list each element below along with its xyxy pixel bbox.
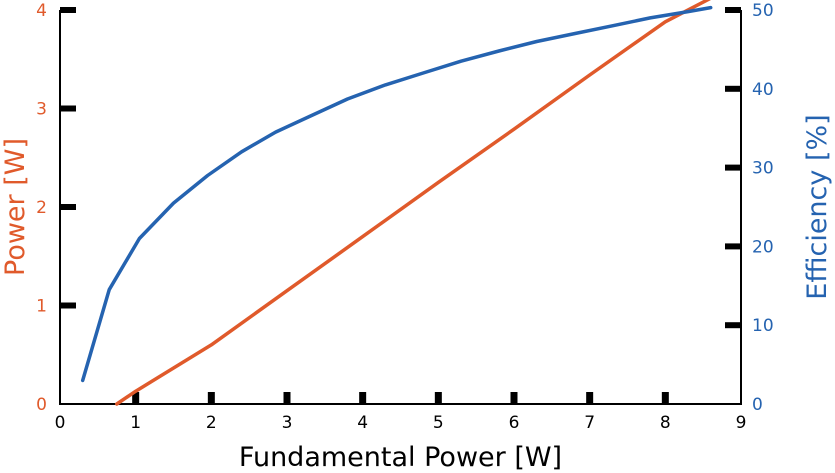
x-tick-label: 7: [584, 413, 595, 433]
x-tick-label: 0: [55, 413, 66, 433]
x-tick-label: 3: [282, 413, 293, 433]
x-tick-label: 5: [433, 413, 444, 433]
y-right-tick-label: 30: [752, 159, 774, 179]
y-right-tick-label: 50: [752, 1, 774, 21]
x-tick-label: 9: [736, 413, 747, 433]
y-left-tick-label: 3: [36, 100, 47, 120]
y-left-axis-title: Power [W]: [0, 138, 31, 276]
y-left-tick-label: 4: [36, 1, 47, 21]
y-right-tick-label: 40: [752, 80, 774, 100]
efficiency-series-line: [80, 5, 713, 383]
x-tick-label: 1: [130, 413, 141, 433]
y-right-tick-label: 20: [752, 237, 774, 257]
x-tick-label: 8: [660, 413, 671, 433]
y-left-tick-label: 2: [36, 198, 47, 218]
y-left-tick-label: 0: [36, 395, 47, 415]
x-tick-label: 4: [357, 413, 368, 433]
y-right-tick-label: 10: [752, 316, 774, 336]
y-right-axis-title: Efficiency [%]: [802, 114, 833, 299]
y-left-tick-label: 1: [36, 297, 47, 317]
power-series-line: [115, 0, 712, 406]
x-axis-title: Fundamental Power [W]: [239, 442, 562, 473]
x-tick-label: 6: [509, 413, 520, 433]
x-tick-label: 2: [206, 413, 217, 433]
y-right-tick-label: 0: [752, 395, 763, 415]
series-layer: [80, 0, 713, 406]
axes: [59, 7, 742, 405]
